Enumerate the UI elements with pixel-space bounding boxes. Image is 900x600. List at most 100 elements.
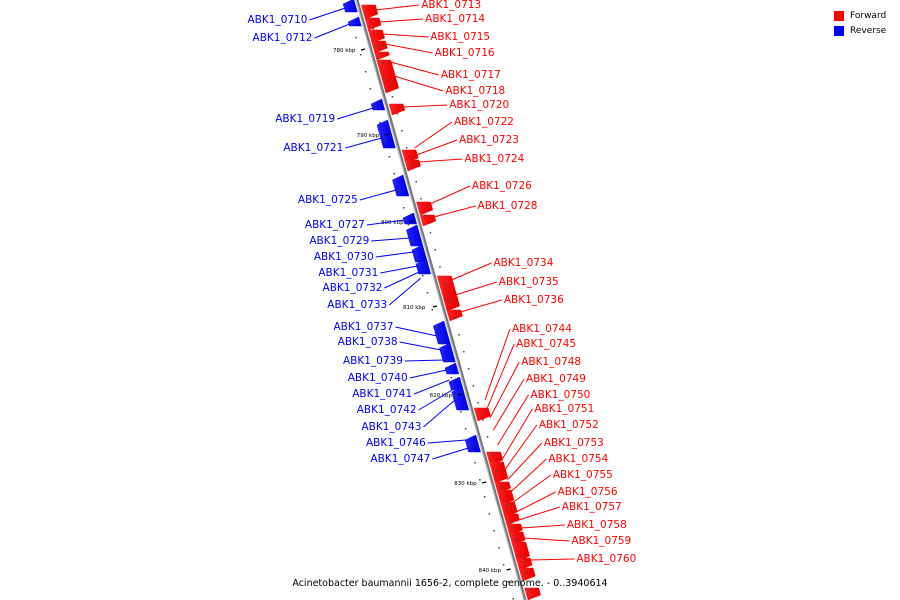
forward-gene-arrow[interactable] bbox=[364, 17, 382, 31]
minor-tick bbox=[483, 496, 486, 498]
reverse-gene-label[interactable]: ABK1_0719 bbox=[275, 113, 335, 125]
forward-leader-line bbox=[516, 491, 556, 513]
reverse-gene-label[interactable]: ABK1_0731 bbox=[318, 267, 378, 279]
forward-gene-label[interactable]: ABK1_0723 bbox=[459, 134, 519, 146]
forward-gene-arrow[interactable] bbox=[500, 501, 518, 518]
forward-gene-arrow[interactable] bbox=[416, 201, 434, 216]
forward-gene-label[interactable]: ABK1_0716 bbox=[435, 47, 495, 59]
reverse-gene-label[interactable]: ABK1_0747 bbox=[370, 453, 430, 465]
forward-gene-label[interactable]: ABK1_0714 bbox=[425, 13, 485, 25]
forward-gene-arrow[interactable] bbox=[376, 59, 399, 94]
reverse-gene-label[interactable]: ABK1_0733 bbox=[327, 299, 387, 311]
reverse-gene-label[interactable]: ABK1_0729 bbox=[309, 235, 369, 247]
forward-gene-label[interactable]: ABK1_0736 bbox=[504, 294, 564, 306]
reverse-leader-line bbox=[395, 326, 438, 337]
reverse-gene-arrow[interactable] bbox=[342, 0, 358, 13]
reverse-gene-arrow[interactable] bbox=[370, 98, 386, 111]
forward-gene-label[interactable]: ABK1_0724 bbox=[464, 153, 524, 165]
reverse-gene-label[interactable]: ABK1_0732 bbox=[323, 282, 383, 294]
forward-gene-label[interactable]: ABK1_0728 bbox=[478, 200, 538, 212]
reverse-gene-label[interactable]: ABK1_0737 bbox=[333, 321, 393, 333]
minor-tick bbox=[388, 156, 391, 158]
minor-tick bbox=[501, 487, 503, 489]
reverse-gene-label[interactable]: ABK1_0712 bbox=[253, 32, 313, 44]
forward-gene-arrow[interactable] bbox=[473, 407, 491, 422]
reverse-gene-arrow[interactable] bbox=[347, 16, 362, 27]
forward-gene-arrow[interactable] bbox=[518, 567, 536, 582]
reverse-gene-label[interactable]: ABK1_0725 bbox=[298, 194, 358, 206]
forward-gene-label[interactable]: ABK1_0726 bbox=[472, 180, 532, 192]
forward-gene-arrow[interactable] bbox=[496, 489, 515, 506]
reverse-gene-label[interactable]: ABK1_0710 bbox=[248, 14, 308, 26]
forward-gene-arrow[interactable] bbox=[515, 557, 533, 571]
forward-gene-arrow[interactable] bbox=[368, 29, 385, 44]
forward-gene-label[interactable]: ABK1_0757 bbox=[562, 501, 622, 513]
reverse-gene-label[interactable]: ABK1_0738 bbox=[338, 336, 398, 348]
forward-gene-arrow[interactable] bbox=[371, 40, 388, 54]
reverse-gene-arrow[interactable] bbox=[444, 362, 460, 375]
forward-gene-label[interactable]: ABK1_0720 bbox=[449, 99, 509, 111]
forward-gene-label[interactable]: ABK1_0753 bbox=[544, 437, 604, 449]
forward-gene-label[interactable]: ABK1_0717 bbox=[441, 69, 501, 81]
forward-gene-label[interactable]: ABK1_0750 bbox=[530, 389, 590, 401]
forward-gene-arrow[interactable] bbox=[419, 214, 437, 227]
forward-gene-arrow[interactable] bbox=[503, 513, 520, 526]
forward-gene-label[interactable]: ABK1_0754 bbox=[548, 453, 608, 465]
forward-gene-label[interactable]: ABK1_0713 bbox=[421, 0, 481, 11]
reverse-gene-arrow[interactable] bbox=[464, 434, 481, 453]
reverse-gene-label[interactable]: ABK1_0739 bbox=[343, 355, 403, 367]
forward-gene-label[interactable]: ABK1_0748 bbox=[521, 356, 581, 368]
forward-gene-label[interactable]: ABK1_0722 bbox=[454, 116, 514, 128]
forward-leader-line bbox=[394, 75, 444, 92]
reverse-gene-arrow[interactable] bbox=[406, 224, 424, 247]
forward-gene-arrow[interactable] bbox=[524, 587, 541, 600]
reverse-gene-label[interactable]: ABK1_0743 bbox=[361, 421, 421, 433]
minor-tick bbox=[493, 530, 495, 532]
forward-gene-arrow[interactable] bbox=[436, 275, 460, 312]
forward-gene-arrow[interactable] bbox=[388, 103, 406, 116]
forward-gene-label[interactable]: ABK1_0744 bbox=[512, 323, 572, 335]
forward-gene-label[interactable]: ABK1_0751 bbox=[534, 403, 594, 415]
legend-forward-label: Forward bbox=[850, 10, 887, 21]
forward-leader-line bbox=[382, 33, 429, 38]
reverse-gene-label[interactable]: ABK1_0742 bbox=[357, 404, 417, 416]
minor-tick bbox=[467, 368, 470, 370]
forward-gene-arrow[interactable] bbox=[374, 51, 390, 61]
forward-gene-label[interactable]: ABK1_0745 bbox=[516, 338, 576, 350]
reverse-gene-arrow[interactable] bbox=[402, 212, 418, 225]
forward-gene-label[interactable]: ABK1_0752 bbox=[539, 419, 599, 431]
reverse-gene-arrow[interactable] bbox=[439, 342, 456, 363]
scale-tick-label: 800 kbp bbox=[381, 220, 404, 226]
reverse-gene-arrow[interactable] bbox=[451, 386, 470, 411]
forward-gene-arrow[interactable] bbox=[489, 461, 509, 484]
forward-gene-label[interactable]: ABK1_0718 bbox=[445, 85, 505, 97]
reverse-gene-label[interactable]: ABK1_0746 bbox=[366, 437, 426, 449]
reverse-gene-label[interactable]: ABK1_0727 bbox=[305, 219, 365, 231]
forward-gene-arrow[interactable] bbox=[446, 309, 463, 322]
forward-gene-label[interactable]: ABK1_0749 bbox=[526, 373, 586, 385]
forward-gene-label[interactable]: ABK1_0760 bbox=[576, 553, 636, 565]
reverse-gene-label[interactable]: ABK1_0730 bbox=[314, 251, 374, 263]
legend-reverse: Reverse bbox=[834, 23, 892, 38]
reverse-gene-arrow[interactable] bbox=[392, 174, 410, 197]
forward-leader-line bbox=[489, 361, 520, 419]
minor-tick bbox=[417, 258, 419, 260]
forward-gene-label[interactable]: ABK1_0758 bbox=[567, 519, 627, 531]
forward-gene-label[interactable]: ABK1_0734 bbox=[493, 257, 553, 269]
reverse-gene-label[interactable]: ABK1_0740 bbox=[348, 372, 408, 384]
forward-gene-arrow[interactable] bbox=[511, 541, 530, 562]
reverse-leader-line bbox=[366, 219, 405, 226]
forward-gene-label[interactable]: ABK1_0759 bbox=[571, 535, 631, 547]
forward-gene-label[interactable]: ABK1_0715 bbox=[430, 31, 490, 43]
reverse-gene-label[interactable]: ABK1_0721 bbox=[283, 142, 343, 154]
minor-tick bbox=[420, 198, 422, 200]
forward-gene-label[interactable]: ABK1_0735 bbox=[499, 276, 559, 288]
reverse-gene-label[interactable]: ABK1_0741 bbox=[352, 388, 412, 400]
forward-gene-arrow[interactable] bbox=[404, 159, 421, 172]
legend-reverse-label: Reverse bbox=[850, 25, 887, 36]
reverse-leader-line bbox=[427, 439, 467, 444]
forward-gene-arrow[interactable] bbox=[361, 4, 379, 20]
reverse-gene-arrow[interactable] bbox=[415, 258, 432, 275]
forward-gene-label[interactable]: ABK1_0755 bbox=[553, 469, 613, 481]
forward-gene-label[interactable]: ABK1_0756 bbox=[558, 486, 618, 498]
